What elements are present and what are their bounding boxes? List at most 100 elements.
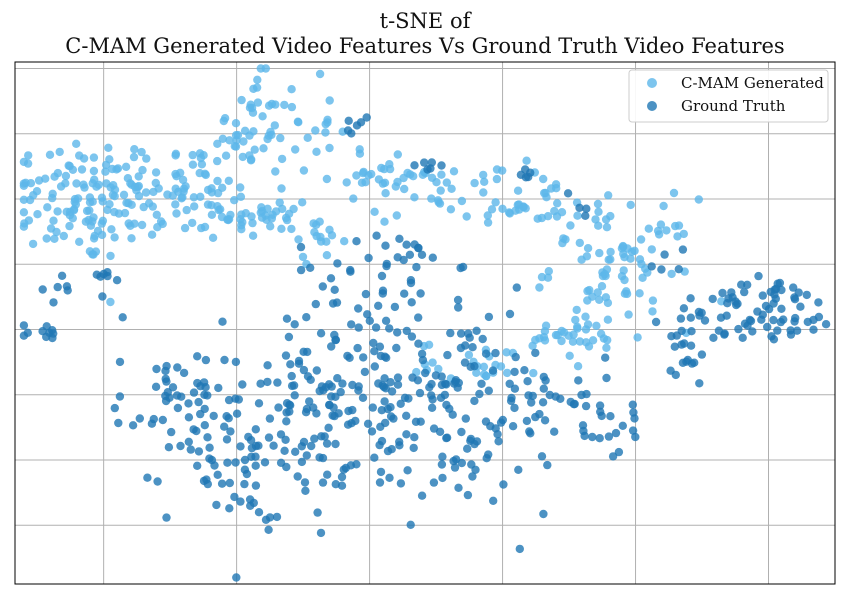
data-point <box>201 170 210 180</box>
series-cmam-generated <box>19 64 726 383</box>
data-point <box>761 301 771 311</box>
data-point <box>440 390 450 400</box>
data-point <box>251 452 260 461</box>
data-point <box>110 233 119 242</box>
data-point <box>313 508 322 517</box>
data-point <box>106 297 115 307</box>
data-point <box>180 223 190 233</box>
data-point <box>491 424 500 433</box>
data-point <box>349 194 358 203</box>
data-point <box>601 353 610 362</box>
data-point <box>417 349 427 359</box>
data-point <box>236 497 245 506</box>
data-point <box>686 313 695 322</box>
data-point <box>682 357 691 366</box>
data-point <box>410 161 419 170</box>
data-point <box>322 251 332 260</box>
data-point <box>325 400 334 410</box>
data-point <box>573 324 582 333</box>
data-point <box>740 287 749 297</box>
data-point <box>521 173 531 182</box>
data-point <box>290 391 299 400</box>
data-point <box>48 333 57 343</box>
data-point <box>393 328 402 337</box>
data-point <box>561 235 570 244</box>
data-point <box>597 411 606 421</box>
data-point <box>297 457 307 467</box>
data-point <box>594 207 603 216</box>
data-point <box>152 210 161 219</box>
data-point <box>287 85 296 94</box>
data-point <box>568 337 578 346</box>
legend-box <box>628 69 829 123</box>
data-point <box>352 171 361 180</box>
data-point <box>213 470 222 479</box>
data-point <box>821 320 831 329</box>
data-point <box>574 376 583 385</box>
data-point <box>451 376 461 385</box>
data-point <box>217 479 227 488</box>
data-point <box>143 473 152 482</box>
data-point <box>232 409 242 418</box>
data-point <box>674 221 684 230</box>
data-point <box>499 480 508 489</box>
data-point <box>354 386 363 395</box>
data-point <box>427 194 436 203</box>
data-point <box>588 292 597 301</box>
data-point <box>694 195 703 204</box>
data-point <box>461 414 470 423</box>
data-point <box>273 378 282 387</box>
data-point <box>223 215 232 224</box>
data-point <box>409 172 418 181</box>
legend: C-MAM Generated Ground Truth <box>628 69 829 123</box>
data-point <box>378 286 388 295</box>
data-point <box>216 205 225 214</box>
data-point <box>324 380 334 389</box>
data-point <box>374 175 384 184</box>
data-point <box>254 399 264 408</box>
data-point <box>428 395 437 404</box>
data-point <box>42 234 51 243</box>
data-point <box>318 282 327 291</box>
data-point <box>41 174 50 183</box>
data-point <box>48 189 57 198</box>
data-point <box>618 421 627 430</box>
data-point <box>383 446 393 456</box>
legend-marker-cmam-generated <box>647 78 657 88</box>
data-point <box>479 188 488 197</box>
data-point <box>779 315 788 324</box>
data-point <box>256 379 265 388</box>
data-point <box>686 341 696 350</box>
data-point <box>592 321 601 330</box>
data-point <box>88 217 97 226</box>
data-point <box>267 214 276 223</box>
data-point <box>315 69 325 79</box>
data-point <box>244 432 253 442</box>
data-point <box>300 478 310 487</box>
data-point <box>19 157 29 167</box>
data-point <box>323 118 332 127</box>
data-point <box>411 417 421 426</box>
data-point <box>24 216 34 225</box>
data-point <box>293 472 302 481</box>
data-point <box>690 358 699 367</box>
data-point <box>302 451 311 460</box>
data-point <box>231 357 241 367</box>
data-point <box>269 441 278 450</box>
data-point <box>686 294 695 303</box>
data-point <box>196 382 205 391</box>
data-point <box>511 352 520 362</box>
data-point <box>232 573 241 582</box>
data-point <box>128 421 138 430</box>
data-point <box>42 322 51 331</box>
data-point <box>458 262 468 272</box>
data-point <box>249 84 258 94</box>
data-point <box>595 248 604 258</box>
data-point <box>392 343 401 353</box>
data-point <box>470 396 479 406</box>
data-point <box>427 173 437 182</box>
data-point <box>396 479 406 488</box>
data-point <box>259 144 268 153</box>
data-point <box>298 252 308 262</box>
